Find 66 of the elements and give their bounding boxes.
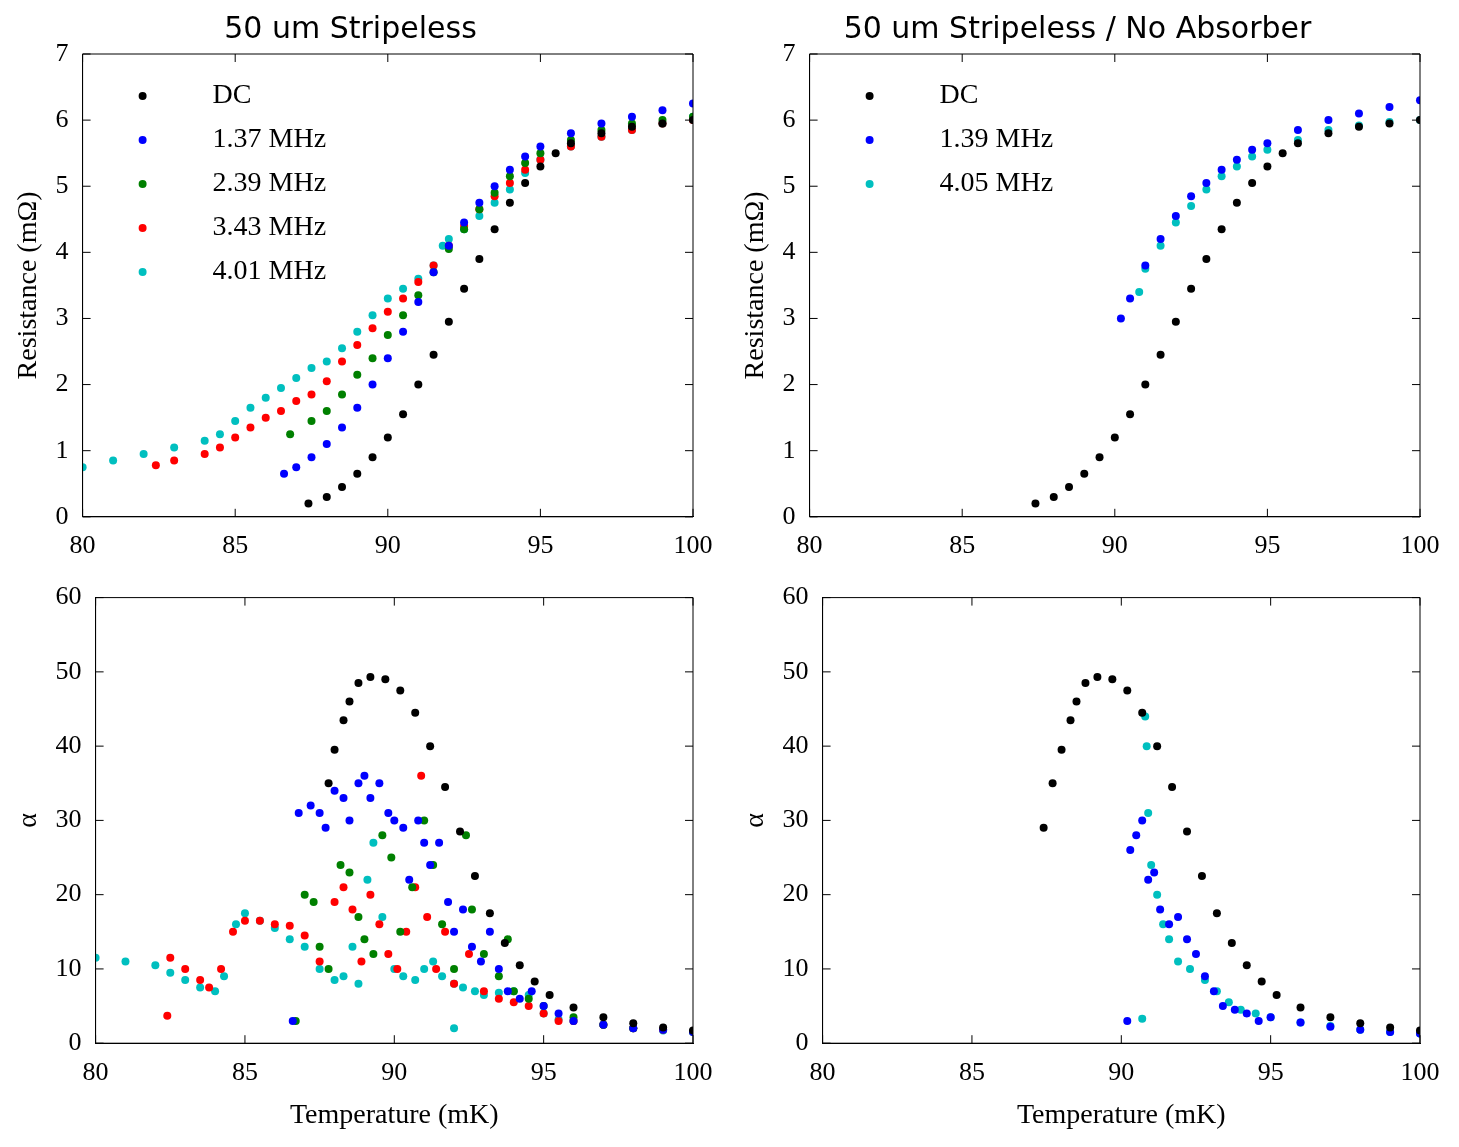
y-tick-label: 2 [55, 368, 69, 398]
x-tick-label: 85 [231, 1056, 258, 1086]
y-tick-label: 3 [782, 302, 796, 332]
y-tick-label: 20 [782, 878, 809, 908]
y-tick-label: 6 [55, 103, 69, 133]
y-axis-title: Resistance (mΩ) [738, 191, 770, 380]
y-tick-label: 0 [795, 1027, 809, 1057]
y-tick-label: 0 [55, 500, 69, 530]
y-axis-title: Resistance (mΩ) [11, 191, 43, 380]
x-tick-label: 90 [1101, 530, 1128, 560]
x-tick-label: 80 [82, 1056, 109, 1086]
y-tick-label: 4 [782, 236, 796, 266]
x-tick-label: 85 [958, 1056, 985, 1086]
y-axis-title: α [11, 812, 43, 828]
x-tick-label: 100 [673, 530, 713, 560]
x-axis-title: Temperature (mK) [1016, 1097, 1226, 1129]
y-tick-label: 20 [55, 878, 82, 908]
x-tick-label: 80 [809, 1056, 836, 1086]
y-tick-label: 50 [55, 655, 82, 685]
legend-label: 4.01 MHz [212, 254, 327, 286]
x-tick-label: 90 [381, 1056, 408, 1086]
y-tick-label: 0 [782, 500, 796, 530]
x-axis-title: Temperature (mK) [289, 1097, 499, 1129]
x-tick-label: 85 [222, 530, 249, 560]
y-tick-label: 10 [55, 952, 82, 982]
y-tick-label: 30 [782, 804, 809, 834]
x-tick-label: 100 [673, 1056, 713, 1086]
x-tick-label: 80 [796, 530, 823, 560]
x-tick-label: 100 [1400, 530, 1440, 560]
y-tick-label: 1 [55, 434, 69, 464]
x-tick-label: 95 [527, 530, 554, 560]
y-tick-label: 5 [782, 170, 796, 200]
y-tick-label: 50 [782, 655, 809, 685]
x-tick-label: 100 [1400, 1056, 1440, 1086]
y-tick-label: 40 [55, 729, 82, 759]
y-tick-label: 7 [782, 37, 796, 67]
y-tick-label: 5 [55, 170, 69, 200]
legend-label: DC [212, 78, 252, 110]
legend-label: 1.39 MHz [939, 122, 1054, 154]
legend-label: 2.39 MHz [212, 166, 327, 198]
y-tick-label: 60 [55, 581, 82, 611]
y-tick-label: 60 [782, 581, 809, 611]
legend-label: 1.37 MHz [212, 122, 327, 154]
x-tick-label: 90 [374, 530, 401, 560]
y-tick-label: 4 [55, 236, 69, 266]
legend-label: DC [939, 78, 979, 110]
y-tick-label: 3 [55, 302, 69, 332]
y-tick-label: 0 [68, 1027, 82, 1057]
y-tick-label: 30 [55, 804, 82, 834]
y-axis-title: α [738, 812, 770, 828]
y-tick-label: 2 [782, 368, 796, 398]
x-tick-label: 95 [1254, 530, 1281, 560]
x-tick-label: 85 [949, 530, 976, 560]
y-tick-label: 40 [782, 729, 809, 759]
chart-title: 50 um Stripeless / No Absorber [843, 9, 1313, 45]
x-tick-label: 90 [1108, 1056, 1135, 1086]
x-tick-label: 80 [69, 530, 96, 560]
legend-label: 4.05 MHz [939, 166, 1054, 198]
y-tick-label: 10 [782, 952, 809, 982]
y-tick-label: 1 [782, 434, 796, 464]
y-tick-label: 6 [782, 103, 796, 133]
x-tick-label: 95 [530, 1056, 557, 1086]
legend-label: 3.43 MHz [212, 210, 327, 242]
y-tick-label: 7 [55, 37, 69, 67]
chart-title: 50 um Stripeless [224, 9, 477, 45]
x-tick-label: 95 [1257, 1056, 1284, 1086]
